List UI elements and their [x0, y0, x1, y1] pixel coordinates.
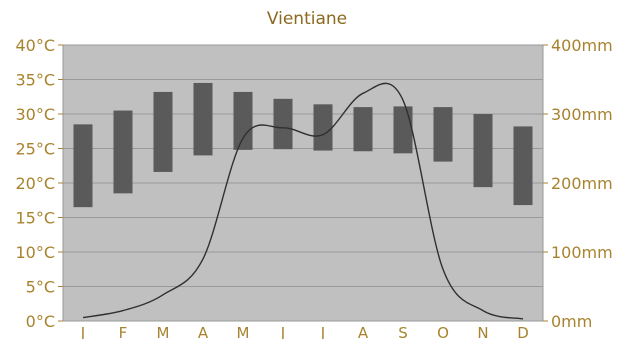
left-tick-label: 40°C: [15, 36, 55, 55]
month-label: S: [398, 324, 408, 339]
month-label: A: [358, 324, 369, 339]
left-tick-label: 5°C: [26, 278, 55, 297]
left-axis-ticks: 0°C 5°C 10°C 15°C 20°C 25°C 30°C 35°C 40°C: [15, 36, 63, 331]
left-tick-label: 25°C: [15, 140, 55, 159]
temp-range-bar: [113, 110, 133, 194]
left-tick-label: 35°C: [15, 71, 55, 90]
month-label: M: [237, 324, 250, 339]
right-tick-label: 200mm: [551, 174, 613, 193]
month-label: A: [198, 324, 209, 339]
precipitation-line: [82, 82, 524, 320]
temp-range-bar: [153, 91, 173, 172]
month-label: D: [517, 324, 529, 339]
temp-range-bar: [513, 126, 533, 206]
temp-range-bar: [433, 107, 453, 162]
left-tick-label: 0°C: [26, 312, 55, 331]
temp-range-bar: [73, 124, 93, 208]
right-tick-label: 100mm: [551, 243, 613, 262]
month-label: M: [157, 324, 170, 339]
temp-range-bar: [353, 107, 373, 152]
month-label: J: [320, 324, 325, 339]
right-axis-ticks: 0mm 100mm 200mm 300mm 400mm: [543, 36, 613, 331]
chart-title: Vientiane: [267, 9, 347, 29]
month-label: N: [477, 324, 488, 339]
temp-range-bar: [473, 114, 493, 188]
left-tick-label: 30°C: [15, 105, 55, 124]
month-label: O: [437, 324, 449, 339]
left-tick-label: 15°C: [15, 209, 55, 228]
right-tick-label: 0mm: [551, 312, 592, 331]
temp-range-bar: [393, 106, 413, 154]
month-label: J: [280, 324, 285, 339]
temp-range-bar: [193, 82, 213, 156]
temp-range-bar: [313, 104, 333, 151]
temp-range-bar: [233, 91, 253, 150]
temp-range-bar: [273, 98, 293, 150]
left-tick-label: 10°C: [15, 243, 55, 262]
temperature-range-bars: [73, 82, 533, 208]
right-tick-label: 300mm: [551, 105, 613, 124]
right-tick-label: 400mm: [551, 36, 613, 55]
month-label: F: [119, 324, 128, 339]
left-tick-label: 20°C: [15, 174, 55, 193]
month-label: J: [80, 324, 85, 339]
